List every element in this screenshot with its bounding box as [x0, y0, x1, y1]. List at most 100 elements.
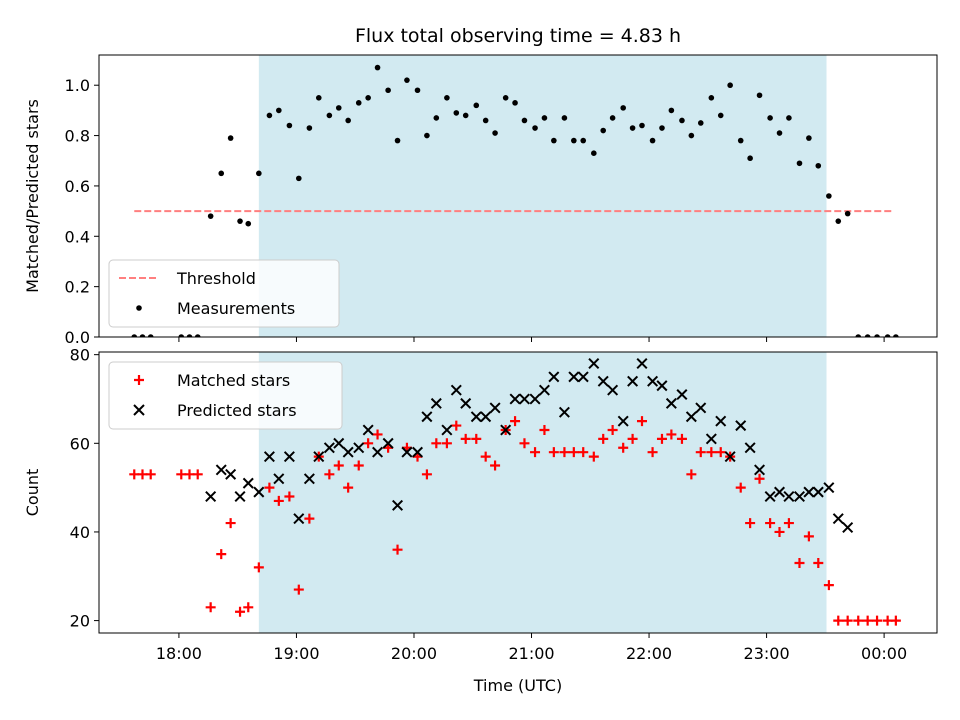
predicted-star-point: [205, 490, 217, 502]
measurement-point: [237, 218, 243, 224]
predicted-star-point: [421, 411, 433, 423]
matched-star-point: [833, 615, 844, 626]
measurement-point: [541, 115, 548, 121]
measurement-point: [571, 137, 577, 144]
y-axis-label: Matched/Predicted stars: [23, 99, 42, 293]
predicted-star-point: [647, 375, 659, 387]
measurement-point: [394, 137, 401, 144]
matched-star-point: [235, 606, 246, 617]
predicted-star-point: [353, 442, 365, 454]
measurement-point: [131, 334, 138, 337]
matched-star-point: [578, 447, 589, 458]
matched-star-point: [862, 615, 873, 626]
x-tick-label: 22:00: [626, 644, 672, 663]
matched-star-point: [421, 469, 432, 480]
measurement-point: [218, 170, 225, 177]
predicted-star-point: [636, 358, 648, 370]
predicted-star-point: [518, 393, 530, 405]
predicted-star-point: [793, 490, 805, 502]
legend-label: Matched stars: [177, 371, 290, 390]
predicted-star-point: [362, 424, 374, 436]
matched-star-point: [431, 438, 442, 449]
matched-star-point: [539, 425, 550, 436]
legend: Matched stars Predicted stars: [108, 361, 343, 430]
x-tick-label: 20:00: [391, 644, 437, 663]
measurement-point: [864, 334, 871, 337]
plot-marks: [131, 64, 899, 337]
measurement-point: [245, 220, 252, 227]
matched-star-point: [293, 584, 304, 595]
measurement-point: [326, 112, 333, 119]
matched-star-point: [324, 469, 335, 480]
measurement-point: [186, 334, 193, 337]
predicted-star-point: [412, 446, 424, 458]
plot-marks: [129, 358, 901, 626]
x-tick-label: 19:00: [273, 644, 319, 663]
measurement-point: [835, 218, 842, 224]
measurement-point: [345, 117, 351, 124]
measurement-point: [276, 107, 282, 114]
predicted-star-point: [480, 411, 492, 423]
predicted-star-point: [597, 375, 609, 387]
measurement-point: [355, 100, 362, 106]
predicted-star-point: [460, 397, 472, 409]
measurement-point: [826, 193, 832, 199]
matched-star-point: [145, 469, 156, 480]
matched-star-point: [216, 549, 227, 560]
y-tick-label: 0.0: [65, 328, 90, 347]
x-axis-label: Time (UTC): [473, 676, 562, 695]
measurement-point: [286, 122, 293, 129]
predicted-star-point: [509, 393, 521, 405]
measurement-point: [668, 107, 675, 114]
measurement-point: [717, 112, 724, 119]
measurement-point: [512, 100, 518, 106]
measurement-point: [444, 95, 450, 101]
matched-star-point: [803, 531, 814, 542]
y-axis-label: Count: [23, 469, 42, 517]
matched-star-point: [480, 451, 491, 462]
matched-star-point: [205, 602, 216, 613]
y-tick-label: 1.0: [65, 76, 90, 95]
matched-star-point: [243, 602, 254, 613]
matched-star-point: [530, 447, 541, 458]
measurement-point: [708, 95, 715, 101]
predicted-star-point: [538, 384, 550, 396]
matched-star-point: [607, 425, 618, 436]
measurement-point: [591, 150, 597, 156]
matched-star-point: [813, 557, 824, 568]
legend-swatch: [136, 305, 142, 311]
y-tick-label: 60: [70, 434, 90, 453]
measurement-point: [414, 87, 421, 94]
measurement-point: [815, 162, 822, 169]
predicted-star-point: [823, 482, 835, 494]
predicted-star-point: [273, 473, 285, 485]
predicted-star-point: [215, 464, 227, 476]
matched-star-point: [510, 416, 521, 427]
y-tick-label: 80: [70, 346, 90, 365]
predicted-star-point: [842, 522, 854, 534]
measurement-point: [374, 64, 381, 71]
matched-star-point: [363, 438, 374, 449]
measurement-point: [492, 130, 498, 136]
measurement-point: [532, 125, 538, 131]
predicted-star-point: [263, 451, 275, 463]
measurement-point: [306, 125, 313, 131]
matched-star-point: [588, 451, 599, 462]
matched-star-point: [774, 526, 785, 537]
predicted-star-point: [283, 451, 295, 463]
matched-star-point: [872, 615, 883, 626]
predicted-star-point: [754, 464, 766, 476]
matched-star-point: [656, 433, 667, 444]
predicted-star-point: [627, 375, 639, 387]
measurement-point: [620, 105, 626, 111]
observing-window-band: [258, 352, 827, 633]
matched-star-point: [372, 429, 383, 440]
predicted-star-point: [812, 486, 824, 498]
ratio-panel: 0.0 0.2 0.4 0.6 0.8 1.0 Matched/Predicted star…: [23, 54, 938, 347]
measurement-point: [147, 334, 154, 337]
predicted-star-point: [577, 371, 589, 383]
measurement-point: [561, 115, 568, 121]
legend-box: [108, 259, 340, 328]
predicted-star-point: [685, 411, 697, 423]
measurement-point: [855, 334, 862, 337]
